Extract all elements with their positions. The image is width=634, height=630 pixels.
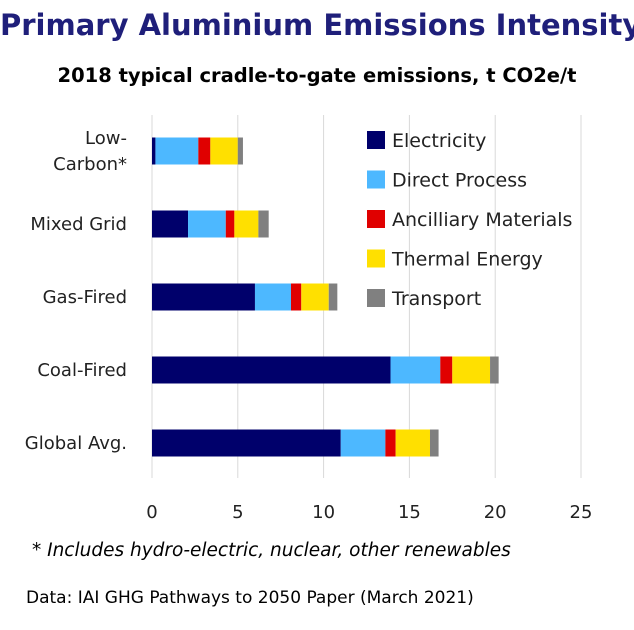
bar-segment-ancilliary-materials (198, 137, 211, 165)
legend-swatch (367, 249, 385, 268)
bar-segment-transport (258, 210, 269, 238)
bar-segment-direct-process (390, 356, 441, 384)
x-tick-label: 5 (232, 502, 243, 523)
chart-title: Primary Aluminium Emissions Intensity (0, 8, 634, 42)
bar-segment-transport (429, 429, 439, 457)
legend-label: Direct Process (392, 170, 527, 192)
category-label: Coal-Fired (37, 360, 127, 381)
bar-segment-transport (328, 283, 338, 311)
category-label: Low- (85, 128, 127, 149)
bar-segment-thermal-energy (234, 210, 259, 238)
x-tick-label: 0 (146, 502, 157, 523)
legend-swatch (367, 289, 385, 307)
bar-segment-ancilliary-materials (290, 283, 302, 311)
legend-swatch (367, 170, 385, 189)
bar-segment-thermal-energy (301, 283, 329, 311)
legend-swatch (367, 210, 385, 228)
footnote: * Includes hydro-electric, nuclear, othe… (32, 540, 511, 561)
legend-swatch (367, 131, 385, 149)
bar-segment-ancilliary-materials (225, 210, 235, 238)
data-source: Data: IAI GHG Pathways to 2050 Paper (Ma… (26, 588, 474, 608)
bar-segment-direct-process (340, 429, 386, 457)
bar-segment-electricity (152, 210, 189, 238)
category-label: Carbon* (53, 154, 127, 175)
bar-segment-electricity (152, 137, 156, 165)
category-label: Mixed Grid (30, 214, 127, 235)
bar-segment-thermal-energy (395, 429, 430, 457)
bar-segment-ancilliary-materials (385, 429, 396, 457)
legend-label: Thermal Energy (391, 249, 543, 271)
bar-segment-electricity (152, 283, 255, 311)
legend-label: Transport (391, 288, 481, 310)
bar-segment-direct-process (254, 283, 291, 311)
category-labels: Low- Carbon* Mixed Grid Gas-Fired Coal-Fired… (25, 128, 127, 454)
x-tick-label: 10 (312, 502, 335, 523)
legend-label: Electricity (392, 130, 486, 152)
legend-label: Ancilliary Materials (392, 209, 572, 231)
bar-segment-direct-process (188, 210, 226, 238)
category-label: Global Avg. (25, 433, 127, 454)
bar-segment-electricity (152, 356, 391, 384)
bar-stacks (152, 137, 499, 457)
bar-segment-thermal-energy (210, 137, 238, 165)
bar-segment-ancilliary-materials (440, 356, 453, 384)
bar-segment-thermal-energy (452, 356, 491, 384)
x-tick-label: 25 (570, 502, 593, 523)
bar-segment-direct-process (155, 137, 199, 165)
bar-segment-transport (237, 137, 243, 165)
x-tick-label: 20 (484, 502, 507, 523)
x-tick-labels: 0 5 10 15 20 25 (146, 502, 592, 523)
bar-segment-electricity (152, 429, 341, 457)
category-label: Gas-Fired (43, 287, 127, 308)
x-tick-label: 15 (398, 502, 421, 523)
bar-segment-transport (490, 356, 499, 384)
legend: Electricity Direct Process Ancilliary Mate… (367, 130, 572, 310)
chart-subtitle: 2018 typical cradle-to-gate emissions, t… (57, 64, 577, 87)
